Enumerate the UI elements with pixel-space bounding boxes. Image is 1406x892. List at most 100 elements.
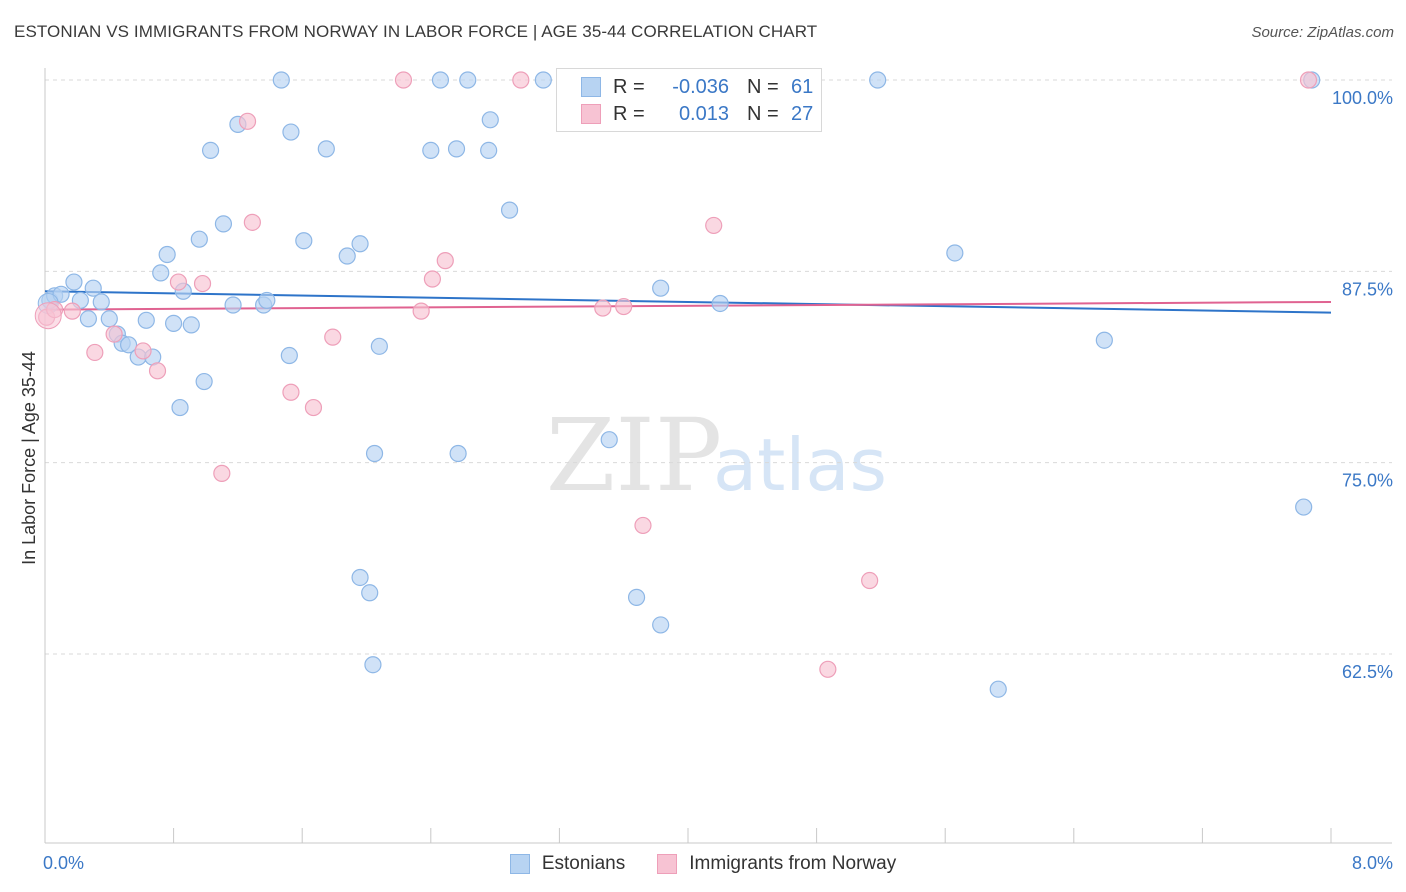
legend-n-value: 27 — [791, 102, 814, 125]
legend-r-label: R = — [613, 75, 645, 98]
norway-immigrants-point — [304, 398, 323, 417]
axes — [44, 68, 1392, 844]
estonians-point — [338, 247, 356, 265]
estonians-point — [272, 71, 290, 89]
estonians-point — [459, 71, 477, 89]
legend-row-estonians: R = -0.036 N = 61 — [581, 74, 813, 100]
estonians-point — [431, 71, 450, 89]
legend-label-norway: Immigrants from Norway — [689, 853, 897, 874]
norway-immigrants-point — [243, 213, 261, 231]
norway-immigrants-point — [615, 297, 633, 316]
chart-title: ESTONIAN VS IMMIGRANTS FROM NORWAY IN LA… — [14, 22, 818, 41]
estonians-point — [119, 336, 138, 354]
estonians-point — [100, 310, 118, 328]
estonians-point — [351, 568, 369, 587]
estonians-point — [364, 656, 382, 674]
estonians-point — [195, 372, 213, 391]
estonians-point — [447, 140, 466, 158]
estonians-point — [137, 311, 155, 329]
norway-immigrants-point — [634, 516, 652, 535]
estonians-point — [282, 123, 300, 141]
grid-lines — [45, 79, 1392, 655]
norway-immigrants-point — [324, 328, 342, 346]
estonians-point — [711, 294, 729, 313]
estonians-point — [190, 230, 208, 248]
estonians-point — [989, 680, 1007, 698]
legend-label-estonians: Estonians — [541, 853, 626, 874]
legend-r-label: R = — [613, 102, 645, 125]
legend-n-label: N = — [747, 102, 779, 125]
estonians-point — [652, 279, 670, 297]
legend-r-value: 0.013 — [678, 102, 729, 125]
estonians-point — [201, 141, 220, 160]
estonians-trend-line — [44, 290, 1332, 314]
estonians-point — [370, 337, 388, 355]
estonians-point — [422, 141, 440, 160]
estonians-point — [946, 244, 964, 262]
estonians-point — [1095, 331, 1113, 349]
estonians-point — [480, 141, 498, 160]
estonians-point — [1295, 498, 1313, 516]
estonians-point — [158, 245, 176, 264]
estonians-point — [171, 398, 189, 417]
estonians-point — [365, 444, 384, 463]
estonians-point — [361, 584, 379, 602]
norway-immigrants-point — [105, 325, 123, 343]
norway-immigrants-point — [169, 273, 188, 291]
norway-immigrants-point — [412, 302, 430, 320]
norway-immigrants-point — [512, 71, 530, 89]
norway-immigrants-point — [705, 216, 723, 235]
estonians-point — [627, 588, 646, 606]
x-tick-label: 0.0% — [43, 853, 84, 873]
norway-immigrants-point — [238, 112, 257, 130]
norway-immigrants-point — [134, 342, 152, 360]
estonians-point — [65, 273, 83, 291]
source-credit: Source: ZipAtlas.com — [1251, 24, 1394, 41]
legend-item-norway[interactable]: Immigrants from Norway — [657, 853, 896, 875]
norway-immigrants-point — [86, 343, 104, 362]
norway-immigrants-points — [34, 71, 1318, 678]
estonians-point — [165, 314, 183, 332]
estonians-point — [481, 111, 499, 129]
norway-immigrants-point — [148, 362, 167, 380]
estonians-point — [214, 215, 233, 233]
legend-swatch-estonians — [581, 77, 601, 97]
stats-legend: R = -0.036 N = 61 R = 0.013 N = 27 — [556, 68, 822, 132]
norway-immigrants-point — [282, 383, 300, 401]
estonians-point — [317, 140, 335, 158]
estonians-point — [534, 71, 552, 89]
legend-swatch-norway — [581, 104, 601, 124]
legend-n-label: N = — [747, 75, 779, 98]
estonians-point — [92, 293, 110, 311]
norway-immigrants-point — [34, 302, 62, 330]
series-legend: Estonians Immigrants from Norway — [0, 851, 1406, 877]
estonians-point — [152, 264, 170, 282]
norway-immigrants-point — [394, 71, 413, 89]
estonians-point — [280, 346, 298, 365]
norway-immigrants-point — [423, 270, 442, 288]
norway-immigrants-point — [213, 464, 231, 482]
norway-immigrants-point — [193, 274, 212, 293]
y-tick-label: 75.0% — [1342, 471, 1393, 491]
estonians-point — [295, 232, 313, 250]
norway-immigrants-point — [1299, 71, 1318, 89]
legend-swatch-estonians — [509, 854, 530, 874]
legend-r-value: -0.036 — [672, 75, 729, 98]
x-tick-label: 8.0% — [1352, 853, 1393, 873]
estonians-point — [652, 616, 670, 634]
legend-item-estonians[interactable]: Estonians — [509, 853, 626, 875]
y-tick-label: 100.0% — [1332, 88, 1393, 108]
estonians-point — [500, 201, 519, 219]
legend-swatch-norway — [657, 854, 678, 874]
estonians-point — [79, 310, 98, 328]
watermark-zip: ZIP — [546, 397, 722, 514]
estonians-point — [869, 71, 887, 89]
estonians-point — [351, 235, 369, 253]
estonians-point — [84, 279, 102, 297]
legend-n-value: 61 — [791, 75, 814, 98]
estonians-point — [224, 296, 242, 314]
legend-row-norway: R = 0.013 N = 27 — [581, 101, 813, 127]
norway-immigrants-point — [861, 571, 879, 590]
norway-immigrants-point — [594, 299, 612, 317]
